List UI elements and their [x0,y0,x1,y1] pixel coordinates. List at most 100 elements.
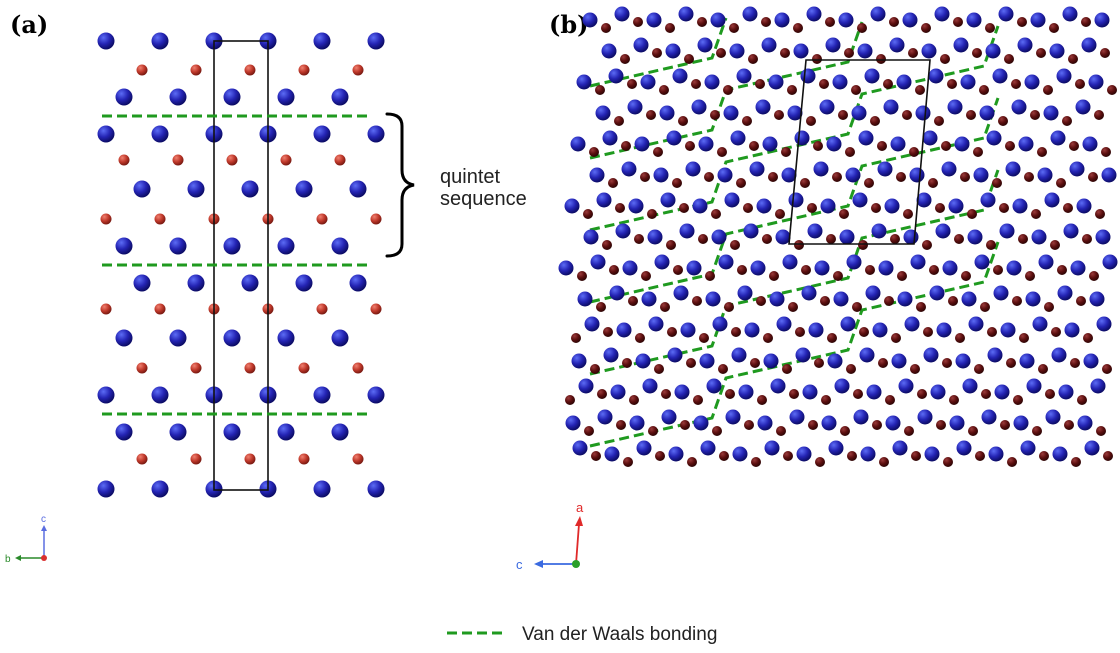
small-atom [724,302,734,312]
large-atom [743,223,759,239]
small-atom [693,395,703,405]
large-atom [921,43,937,59]
small-atom [891,333,901,343]
large-atom [1012,198,1028,214]
large-atom [614,6,630,22]
large-atom [698,136,714,152]
small-atom [853,389,863,399]
large-atom [764,440,780,456]
small-atom [647,209,657,219]
large-atom [807,223,823,239]
small-atom [595,85,605,95]
small-atom [679,203,689,213]
large-atom [313,480,331,498]
small-atom [929,265,939,275]
small-atom [917,389,927,399]
large-atom [813,161,829,177]
large-atom [770,378,786,394]
panel-a-axis-triad: c b [5,514,47,565]
large-atom [884,198,900,214]
small-atom [775,209,785,219]
large-atom [718,254,734,270]
small-atom [653,147,663,157]
small-atom [370,303,382,315]
large-atom [949,415,965,431]
small-atom [876,54,886,64]
panel-b-atoms [558,6,1118,467]
large-atom [928,68,944,84]
small-atom [845,147,855,157]
small-atom [877,141,887,151]
small-atom [780,48,790,58]
large-atom [151,386,169,404]
large-atom [917,409,933,425]
small-atom [620,54,630,64]
small-atom [967,209,977,219]
large-atom [1096,316,1112,332]
small-atom [999,203,1009,213]
small-atom [1075,79,1085,89]
small-atom [280,154,292,166]
large-atom [892,440,908,456]
large-atom [968,316,984,332]
small-atom [665,23,675,33]
panel-a-axis-left-label: b [5,554,11,565]
small-atom [660,302,670,312]
small-atom [928,178,938,188]
large-atom [774,12,790,28]
large-atom [852,192,868,208]
small-atom [992,178,1002,188]
small-atom [757,395,767,405]
small-atom [820,296,830,306]
large-atom [659,105,675,121]
small-atom [1024,172,1034,182]
large-atom [313,32,331,50]
large-atom [367,386,385,404]
large-atom [633,37,649,53]
large-atom [706,378,722,394]
small-atom [1064,420,1074,430]
small-atom [883,79,893,89]
large-atom [1095,229,1111,245]
large-atom [757,415,773,431]
small-atom [1017,17,1027,27]
large-atom [936,322,952,338]
large-atom [955,353,971,369]
large-atom [1024,74,1040,90]
large-atom [769,291,785,307]
small-atom [1071,457,1081,467]
small-atom [629,395,639,405]
large-atom [1075,99,1091,115]
large-atom [666,130,682,146]
small-atom [1036,48,1046,58]
large-atom [910,254,926,270]
small-atom [659,85,669,95]
small-atom [897,271,907,281]
small-atom [814,358,824,368]
large-atom [897,291,913,307]
small-atom [943,457,953,467]
small-atom [774,110,784,120]
panel-a: (a) quintet sequence c b [5,10,527,565]
small-atom [654,364,664,374]
small-atom [844,48,854,58]
small-atom [847,451,857,461]
small-atom [1006,358,1016,368]
small-atom [1025,271,1035,281]
small-atom [769,271,779,281]
large-atom [277,88,295,106]
small-atom [985,23,995,33]
small-atom [1019,333,1029,343]
large-atom [367,32,385,50]
large-atom [672,68,688,84]
small-atom [795,327,805,337]
small-atom [136,362,148,374]
large-atom [916,192,932,208]
small-atom [190,64,202,76]
large-atom [834,378,850,394]
large-atom [691,99,707,115]
large-atom [853,409,869,425]
small-atom [966,110,976,120]
large-atom [924,446,940,462]
large-atom [693,415,709,431]
